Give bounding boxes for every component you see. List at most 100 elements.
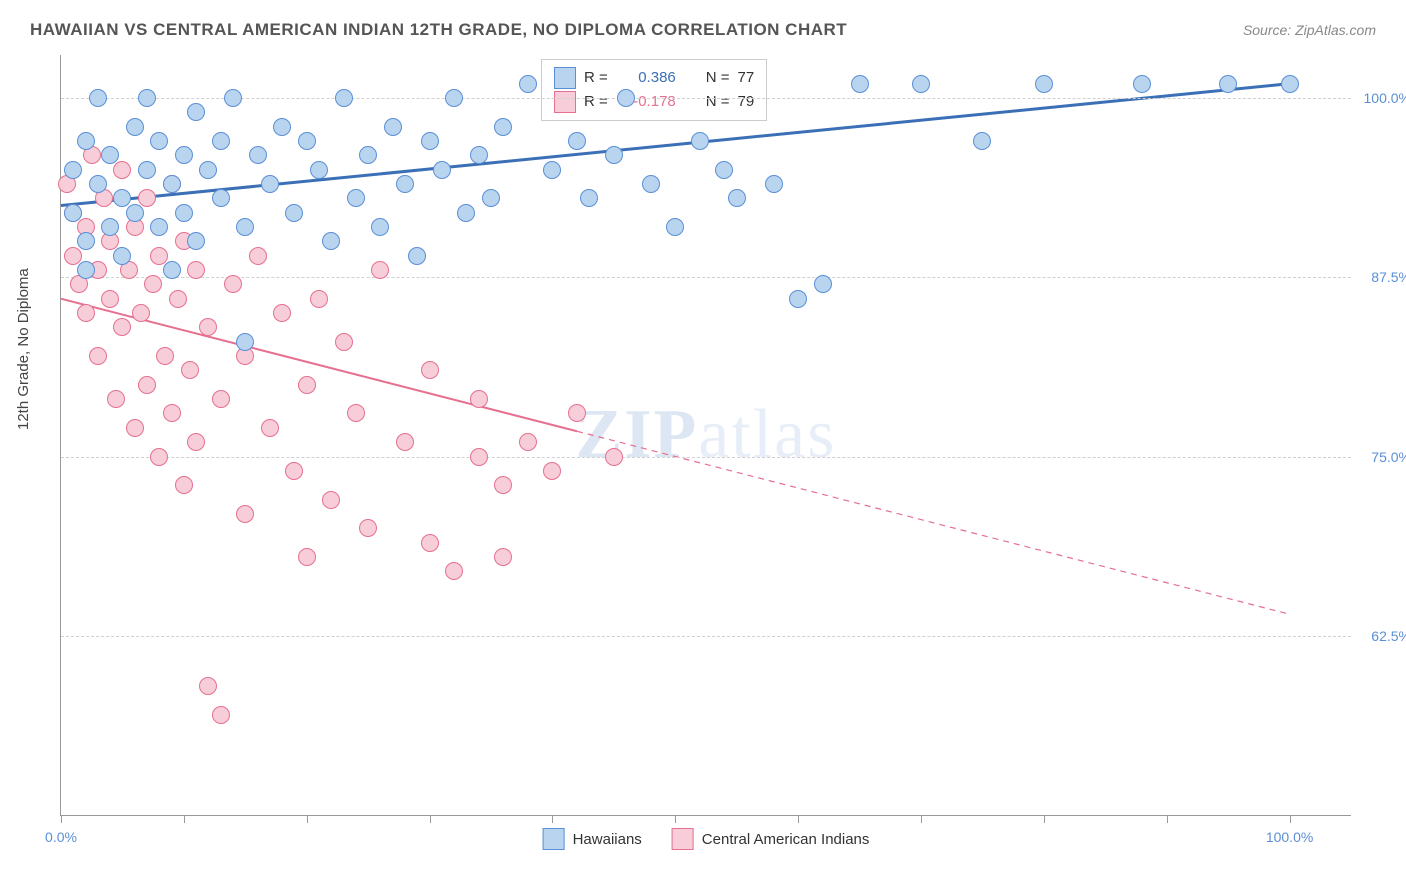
central-point (494, 476, 512, 494)
hawaiians-point (1219, 75, 1237, 93)
hawaiians-point (175, 204, 193, 222)
n-value: 79 (738, 90, 755, 114)
stats-row-hawaiians: R =0.386N =77 (554, 66, 754, 90)
hawaiians-point (126, 118, 144, 136)
series-legend: Hawaiians Central American Indians (543, 828, 870, 850)
r-label: R = (584, 90, 608, 114)
central-point (77, 304, 95, 322)
hawaiians-point (261, 175, 279, 193)
legend-label: Hawaiians (573, 831, 642, 848)
central-swatch (672, 828, 694, 850)
central-point (163, 404, 181, 422)
x-tick (1167, 815, 1168, 823)
stats-row-central: R =-0.178N =79 (554, 90, 754, 114)
hawaiians-point (642, 175, 660, 193)
hawaiians-point (150, 132, 168, 150)
hawaiians-point (187, 103, 205, 121)
central-point (113, 161, 131, 179)
legend-label: Central American Indians (702, 831, 870, 848)
x-tick-label: 0.0% (45, 829, 77, 845)
x-tick (552, 815, 553, 823)
hawaiians-point (433, 161, 451, 179)
x-tick (921, 815, 922, 823)
x-tick (798, 815, 799, 823)
y-tick-label: 62.5% (1356, 628, 1406, 644)
hawaiians-point (1133, 75, 1151, 93)
central-point (156, 347, 174, 365)
central-point (519, 433, 537, 451)
central-point (181, 361, 199, 379)
central-point (169, 290, 187, 308)
central-point (212, 390, 230, 408)
central-point (126, 419, 144, 437)
x-tick (1044, 815, 1045, 823)
y-tick-label: 100.0% (1356, 90, 1406, 106)
x-tick-label: 100.0% (1266, 829, 1313, 845)
hawaiians-point (396, 175, 414, 193)
legend-item-central: Central American Indians (672, 828, 870, 850)
central-point (568, 404, 586, 422)
central-point (138, 376, 156, 394)
central-point (494, 548, 512, 566)
hawaiians-point (298, 132, 316, 150)
trend-line (577, 431, 1290, 614)
hawaiians-point (150, 218, 168, 236)
central-swatch (554, 91, 576, 113)
hawaiians-point (543, 161, 561, 179)
central-point (605, 448, 623, 466)
central-point (310, 290, 328, 308)
gridline (61, 636, 1351, 637)
hawaiians-point (236, 333, 254, 351)
hawaiians-point (138, 161, 156, 179)
hawaiians-point (273, 118, 291, 136)
hawaiians-point (322, 232, 340, 250)
hawaiians-point (126, 204, 144, 222)
hawaiians-point (445, 89, 463, 107)
hawaiians-point (138, 89, 156, 107)
hawaiians-point (789, 290, 807, 308)
central-point (249, 247, 267, 265)
gridline (61, 98, 1351, 99)
hawaiians-point (617, 89, 635, 107)
central-point (421, 361, 439, 379)
x-tick (307, 815, 308, 823)
central-point (144, 275, 162, 293)
x-tick (430, 815, 431, 823)
central-point (224, 275, 242, 293)
n-label: N = (706, 66, 730, 90)
central-point (187, 261, 205, 279)
central-point (138, 189, 156, 207)
hawaiians-point (666, 218, 684, 236)
hawaiians-point (691, 132, 709, 150)
central-point (285, 462, 303, 480)
y-tick-label: 75.0% (1356, 449, 1406, 465)
hawaiians-point (113, 247, 131, 265)
y-tick-label: 87.5% (1356, 269, 1406, 285)
hawaiians-swatch (554, 67, 576, 89)
central-point (470, 390, 488, 408)
n-value: 77 (738, 66, 755, 90)
central-point (113, 318, 131, 336)
hawaiians-point (605, 146, 623, 164)
central-point (199, 318, 217, 336)
hawaiians-point (371, 218, 389, 236)
x-tick (1290, 815, 1291, 823)
hawaiians-point (310, 161, 328, 179)
hawaiians-point (580, 189, 598, 207)
central-point (322, 491, 340, 509)
hawaiians-point (408, 247, 426, 265)
x-tick (675, 815, 676, 823)
hawaiians-point (77, 132, 95, 150)
hawaiians-point (212, 189, 230, 207)
central-point (470, 448, 488, 466)
hawaiians-point (912, 75, 930, 93)
central-point (261, 419, 279, 437)
central-point (101, 290, 119, 308)
hawaiians-point (347, 189, 365, 207)
source-label: Source: ZipAtlas.com (1243, 22, 1376, 38)
central-point (543, 462, 561, 480)
hawaiians-point (568, 132, 586, 150)
hawaiians-point (482, 189, 500, 207)
central-point (199, 677, 217, 695)
hawaiians-point (64, 204, 82, 222)
